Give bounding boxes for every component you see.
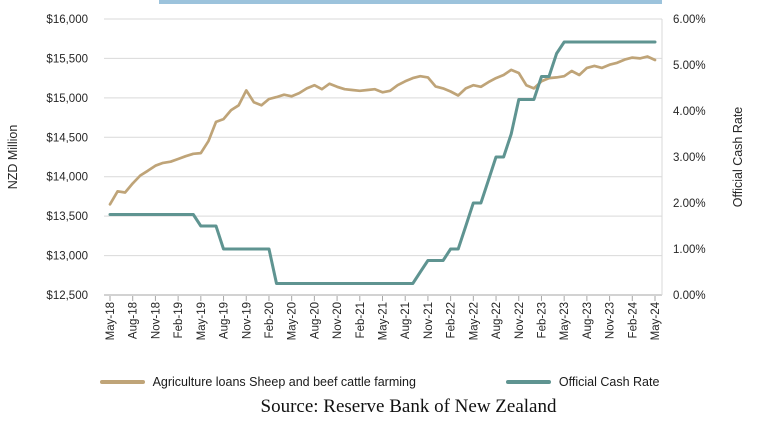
svg-text:May-18: May-18 bbox=[105, 302, 117, 340]
x-axis-ticks bbox=[109, 296, 656, 301]
legend-swatch-official-cash-rate bbox=[505, 380, 551, 384]
svg-text:May-21: May-21 bbox=[378, 302, 390, 340]
svg-text:Nov-20: Nov-20 bbox=[332, 302, 344, 339]
legend-item-official-cash-rate: Official Cash Rate bbox=[505, 374, 660, 390]
source-caption: Source: Reserve Bank of New Zealand bbox=[260, 396, 557, 417]
svg-text:2.00%: 2.00% bbox=[673, 198, 706, 210]
legend-label-agriculture-loans: Agriculture loans Sheep and beef cattle … bbox=[152, 375, 416, 389]
svg-text:Feb-22: Feb-22 bbox=[446, 302, 458, 338]
x-axis-labels: May-18 Aug-18 Nov-18 Feb-19 May-19 Aug-19 Nov-… bbox=[105, 301, 662, 340]
svg-text:3.00%: 3.00% bbox=[673, 152, 706, 164]
svg-text:1.00%: 1.00% bbox=[673, 244, 706, 256]
right-axis-title: Official Cash Rate bbox=[731, 107, 745, 208]
svg-text:Aug-22: Aug-22 bbox=[491, 302, 503, 339]
svg-text:4.00%: 4.00% bbox=[673, 106, 706, 118]
gridlines bbox=[104, 18, 663, 296]
header-bar-fragment bbox=[159, 0, 662, 4]
svg-text:May-23: May-23 bbox=[559, 302, 571, 340]
svg-text:Aug-23: Aug-23 bbox=[582, 302, 594, 339]
svg-text:$13,500: $13,500 bbox=[46, 211, 88, 223]
series-line-official-cash-rate bbox=[108, 40, 657, 285]
legend-label-official-cash-rate: Official Cash Rate bbox=[558, 375, 660, 389]
svg-text:6.00%: 6.00% bbox=[673, 14, 706, 26]
svg-text:$14,500: $14,500 bbox=[46, 132, 88, 144]
chart-legend: Agriculture loans Sheep and beef cattle … bbox=[0, 374, 759, 390]
line-chart: $16,000 $15,500 $15,000 $14,500 $14,000 $13,5… bbox=[6, 14, 745, 340]
svg-text:Nov-22: Nov-22 bbox=[514, 302, 526, 339]
legend-item-agriculture-loans: Agriculture loans Sheep and beef cattle … bbox=[99, 374, 416, 390]
svg-text:Aug-20: Aug-20 bbox=[309, 302, 321, 339]
left-axis-labels: $16,000 $15,500 $15,000 $14,500 $14,000 $13,5… bbox=[46, 14, 88, 302]
svg-text:$15,500: $15,500 bbox=[46, 53, 88, 65]
svg-text:Nov-19: Nov-19 bbox=[241, 302, 253, 339]
svg-text:Nov-21: Nov-21 bbox=[423, 302, 435, 339]
svg-text:May-24: May-24 bbox=[650, 301, 662, 340]
svg-text:Feb-24: Feb-24 bbox=[627, 301, 639, 338]
svg-text:$13,000: $13,000 bbox=[46, 251, 88, 263]
svg-text:Aug-18: Aug-18 bbox=[128, 302, 140, 339]
right-axis-labels: 6.00% 5.00% 4.00% 3.00% 2.00% 1.00% 0.00% bbox=[673, 14, 706, 302]
svg-text:$14,000: $14,000 bbox=[46, 172, 88, 184]
series-line-agriculture-loans bbox=[108, 55, 657, 206]
svg-text:May-20: May-20 bbox=[287, 302, 299, 340]
svg-text:$16,000: $16,000 bbox=[46, 14, 88, 26]
svg-text:Aug-21: Aug-21 bbox=[400, 302, 412, 339]
svg-text:$12,500: $12,500 bbox=[46, 290, 88, 302]
svg-text:0.00%: 0.00% bbox=[673, 290, 706, 302]
svg-text:Feb-23: Feb-23 bbox=[536, 302, 548, 338]
legend-swatch-agriculture-loans bbox=[99, 380, 145, 384]
svg-text:5.00%: 5.00% bbox=[673, 60, 706, 72]
svg-text:May-19: May-19 bbox=[196, 302, 208, 340]
axis-titles: NZD Million Official Cash Rate bbox=[6, 107, 745, 208]
svg-text:Aug-19: Aug-19 bbox=[219, 302, 231, 339]
left-axis-title: NZD Million bbox=[6, 125, 20, 190]
svg-text:Feb-21: Feb-21 bbox=[355, 302, 367, 338]
svg-text:Nov-23: Nov-23 bbox=[605, 302, 617, 339]
svg-text:Feb-20: Feb-20 bbox=[264, 302, 276, 338]
svg-text:Nov-18: Nov-18 bbox=[150, 302, 162, 339]
svg-text:Feb-19: Feb-19 bbox=[173, 302, 185, 338]
svg-text:$15,000: $15,000 bbox=[46, 93, 88, 105]
svg-text:May-22: May-22 bbox=[468, 302, 480, 340]
